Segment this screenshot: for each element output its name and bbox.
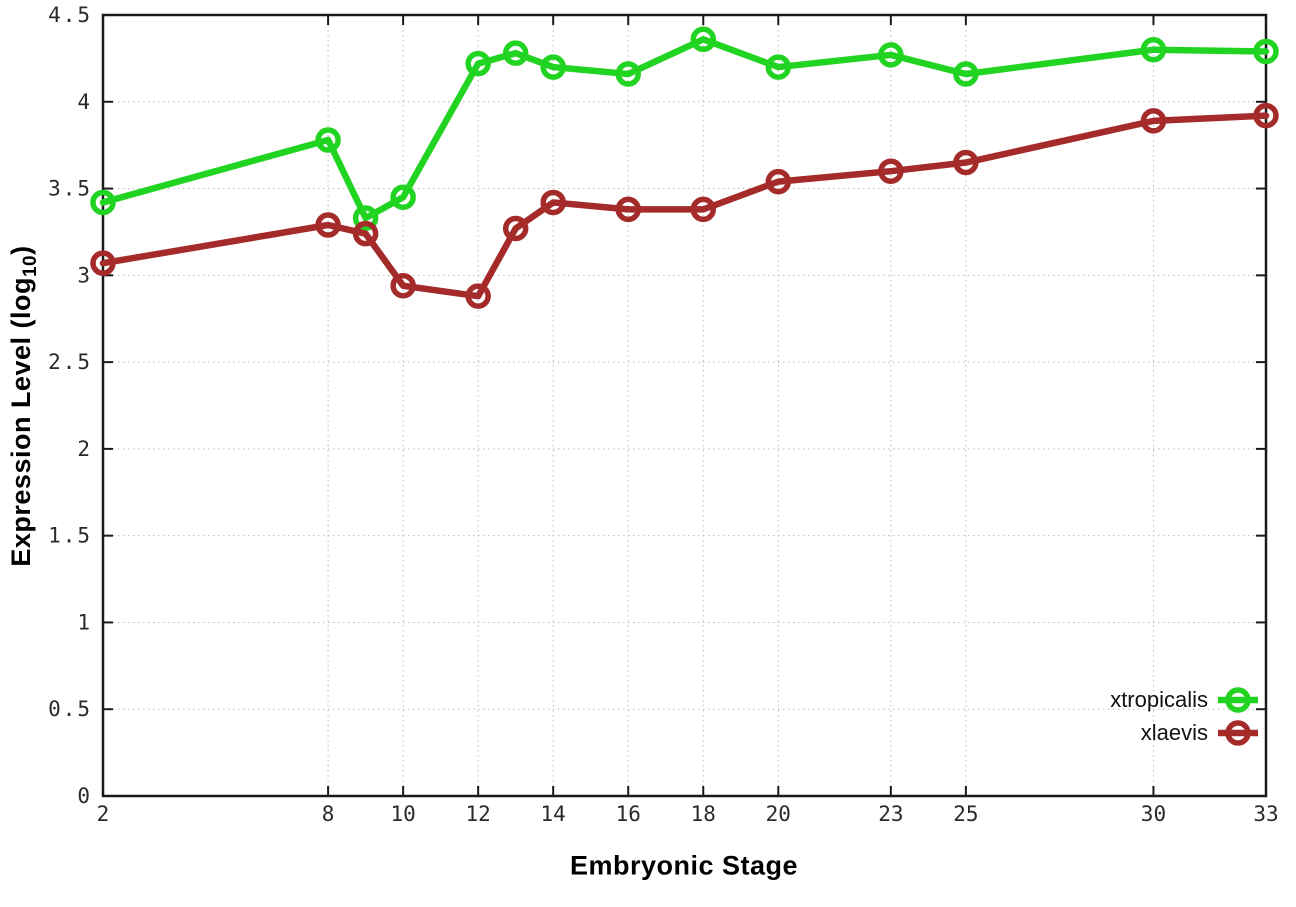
series-line-xlaevis bbox=[99, 112, 1270, 300]
y-tick-label: 4.5 bbox=[48, 3, 92, 27]
series-marker-xlaevis bbox=[315, 212, 341, 238]
x-tick-label: 30 bbox=[1141, 802, 1166, 826]
x-tick-label: 2 bbox=[97, 802, 110, 826]
x-tick-label: 23 bbox=[878, 802, 903, 826]
series-marker-xlaevis bbox=[502, 215, 529, 242]
series-marker-xlaevis bbox=[390, 272, 416, 299]
y-axis-title: Expression Level (log10) bbox=[6, 245, 42, 566]
series-marker-xtropicalis bbox=[465, 50, 491, 77]
x-tick-label: 14 bbox=[541, 802, 566, 826]
y-tick-label: 1.5 bbox=[48, 524, 92, 548]
series-marker-xtropicalis bbox=[1253, 38, 1279, 65]
legend-sample-marker-xlaevis bbox=[1225, 720, 1251, 746]
series-marker-xtropicalis bbox=[765, 54, 792, 80]
series-marker-xlaevis bbox=[1253, 102, 1279, 129]
y-axis-title-subscript: 10 bbox=[20, 254, 41, 278]
series-marker-xlaevis bbox=[90, 250, 116, 276]
y-tick-label: 4 bbox=[77, 90, 92, 114]
series-marker-xtropicalis bbox=[1140, 36, 1167, 63]
y-tick-label: 1 bbox=[77, 610, 92, 634]
series-marker-xtropicalis bbox=[878, 42, 904, 68]
y-tick-label: 2.5 bbox=[48, 350, 92, 374]
series-marker-xtropicalis bbox=[615, 61, 641, 87]
y-axis-title-main: Expression Level (log bbox=[6, 277, 36, 567]
series-marker-xtropicalis bbox=[90, 189, 116, 216]
legend-label-xlaevis: xlaevis bbox=[1141, 720, 1208, 745]
series-marker-xtropicalis bbox=[315, 127, 341, 153]
series-marker-xtropicalis bbox=[690, 26, 717, 53]
series-marker-xlaevis bbox=[690, 196, 717, 223]
y-tick-label: 3.5 bbox=[48, 177, 92, 201]
legend-sample-marker-xtropicalis bbox=[1225, 687, 1251, 713]
x-tick-label: 18 bbox=[691, 802, 716, 826]
x-tick-label: 10 bbox=[390, 802, 415, 826]
series-marker-xtropicalis bbox=[502, 40, 529, 66]
series-marker-xtropicalis bbox=[390, 184, 416, 210]
series-marker-xtropicalis bbox=[352, 205, 379, 231]
plot-border bbox=[101, 13, 1268, 798]
y-tick-label: 3 bbox=[77, 263, 92, 287]
series-marker-xlaevis bbox=[953, 149, 979, 176]
series-marker-xlaevis bbox=[540, 189, 566, 216]
series-marker-xtropicalis bbox=[953, 61, 979, 87]
y-axis-title-close: ) bbox=[6, 245, 36, 255]
y-tick-label: 0 bbox=[77, 784, 92, 808]
legend-label-xtropicalis: xtropicalis bbox=[1110, 687, 1208, 712]
series-marker-xlaevis bbox=[352, 220, 379, 247]
x-tick-label: 16 bbox=[616, 802, 641, 826]
y-tick-label: 0.5 bbox=[48, 697, 92, 721]
series-marker-xtropicalis bbox=[540, 54, 566, 80]
x-axis-title: Embryonic Stage bbox=[569, 850, 799, 881]
series-marker-xlaevis bbox=[765, 168, 792, 195]
y-tick-label: 2 bbox=[77, 437, 92, 461]
series-marker-xlaevis bbox=[615, 196, 641, 223]
series-marker-xlaevis bbox=[878, 158, 904, 184]
x-tick-label: 20 bbox=[766, 802, 791, 826]
x-tick-label: 25 bbox=[953, 802, 978, 826]
series-marker-xlaevis bbox=[1140, 108, 1167, 134]
x-tick-label: 12 bbox=[466, 802, 491, 826]
x-tick-label: 8 bbox=[322, 802, 335, 826]
series-marker-xlaevis bbox=[465, 283, 491, 309]
series-line-xtropicalis bbox=[99, 36, 1270, 222]
x-tick-label: 33 bbox=[1253, 802, 1278, 826]
